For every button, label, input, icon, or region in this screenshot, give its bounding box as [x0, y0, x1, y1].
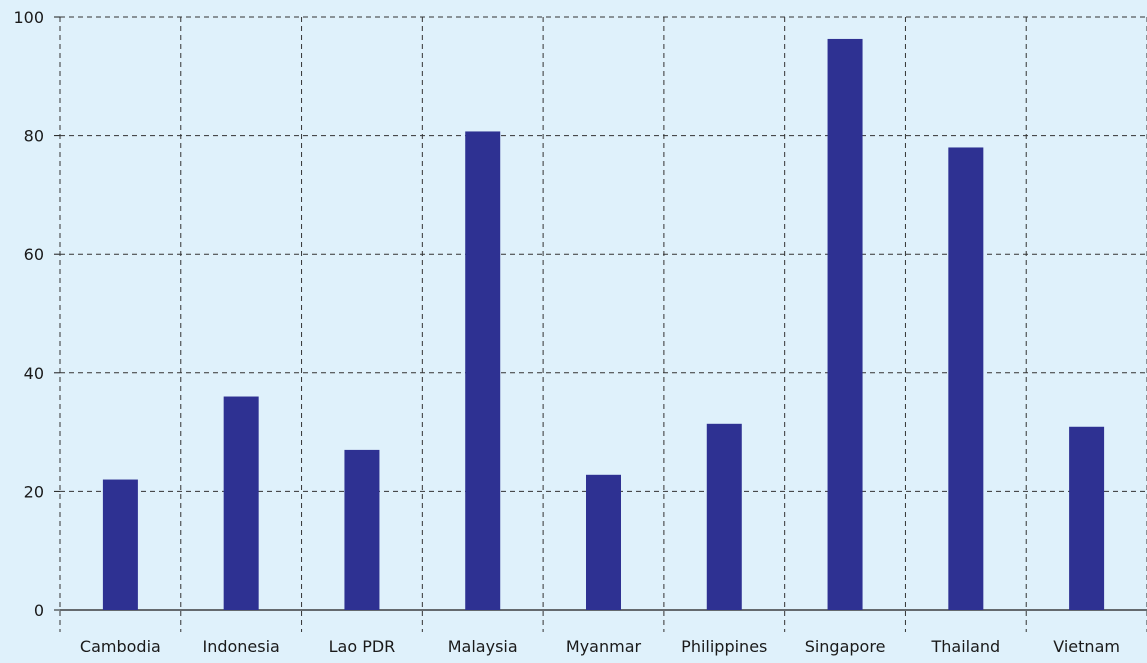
bar: [344, 449, 380, 610]
x-tick-label: Myanmar: [566, 637, 642, 656]
x-tick-label: Vietnam: [1053, 637, 1120, 656]
bar: [948, 147, 984, 610]
y-tick-label: 80: [24, 127, 44, 146]
x-tick-label: Singapore: [805, 637, 886, 656]
bar: [586, 474, 621, 610]
y-tick-label: 100: [13, 8, 44, 27]
bar: [465, 131, 501, 610]
x-tick-label: Lao PDR: [329, 637, 396, 656]
y-tick-label: 40: [24, 364, 44, 383]
bar: [827, 38, 863, 611]
x-tick-label: Indonesia: [202, 637, 279, 656]
x-tick-label: Cambodia: [80, 637, 161, 656]
x-tick-label: Malaysia: [448, 637, 518, 656]
x-tick-label: Philippines: [681, 637, 767, 656]
y-tick-label: 0: [34, 601, 44, 620]
bar: [706, 423, 742, 610]
bar: [1069, 426, 1105, 610]
x-tick-label: Thailand: [930, 637, 1000, 656]
bar: [102, 479, 138, 610]
bar: [223, 396, 259, 610]
y-tick-label: 20: [24, 482, 44, 501]
y-tick-label: 60: [24, 245, 44, 264]
